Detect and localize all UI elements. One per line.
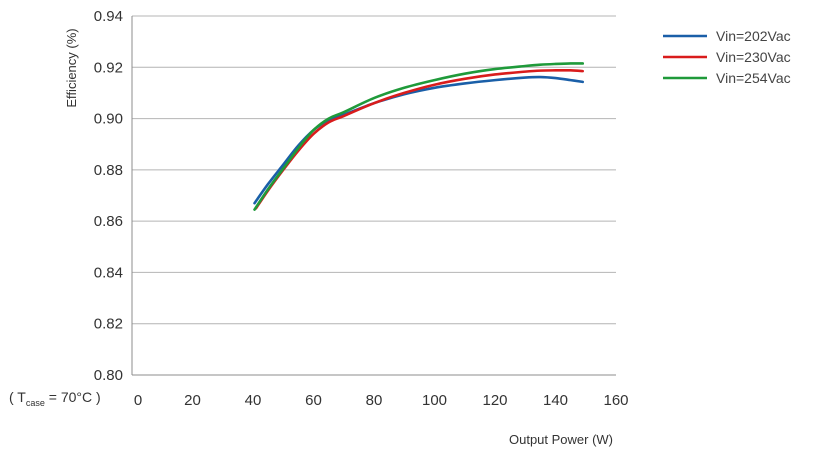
x-tick-label: 0: [134, 392, 142, 409]
y-tick-label: 0.86: [94, 213, 123, 230]
note-prefix: ( T: [9, 389, 26, 405]
note-suffix: = 70°C ): [44, 389, 101, 405]
series-lines: [253, 62, 585, 211]
x-tick-labels: 0 20 40 60 80 100 120 140 160: [134, 392, 629, 409]
x-tick-label: 80: [366, 392, 383, 409]
grid-lines: [132, 15, 616, 325]
y-tick-label: 0.82: [94, 316, 123, 333]
legend-label: Vin=202Vac: [716, 28, 791, 44]
x-tick-label: 40: [245, 392, 262, 409]
y-tick-label: 0.80: [94, 367, 123, 384]
x-axis-label: Output Power (W): [509, 432, 613, 447]
legend: Vin=202Vac Vin=230Vac Vin=254Vac: [663, 28, 791, 86]
x-tick-label: 120: [482, 392, 507, 409]
legend-label: Vin=254Vac: [716, 70, 791, 86]
y-tick-labels: 0.80 0.82 0.84 0.86 0.88 0.90 0.92 0.94: [94, 8, 123, 384]
legend-label: Vin=230Vac: [716, 49, 791, 65]
series-line: [253, 62, 585, 211]
y-tick-label: 0.84: [94, 264, 123, 281]
x-tick-label: 140: [543, 392, 568, 409]
x-tick-label: 60: [305, 392, 322, 409]
note-subscript: case: [25, 397, 45, 408]
y-tick-label: 0.90: [94, 111, 123, 128]
y-tick-label: 0.92: [94, 59, 123, 76]
y-tick-label: 0.94: [94, 8, 123, 25]
x-tick-label: 160: [603, 392, 628, 409]
case-temperature-note: ( Tcase = 70°C ): [9, 389, 101, 408]
x-tick-label: 20: [184, 392, 201, 409]
axes: [131, 16, 616, 376]
y-tick-label: 0.88: [94, 162, 123, 179]
x-tick-label: 100: [422, 392, 447, 409]
y-axis-label: Efficiency (%): [64, 28, 79, 107]
